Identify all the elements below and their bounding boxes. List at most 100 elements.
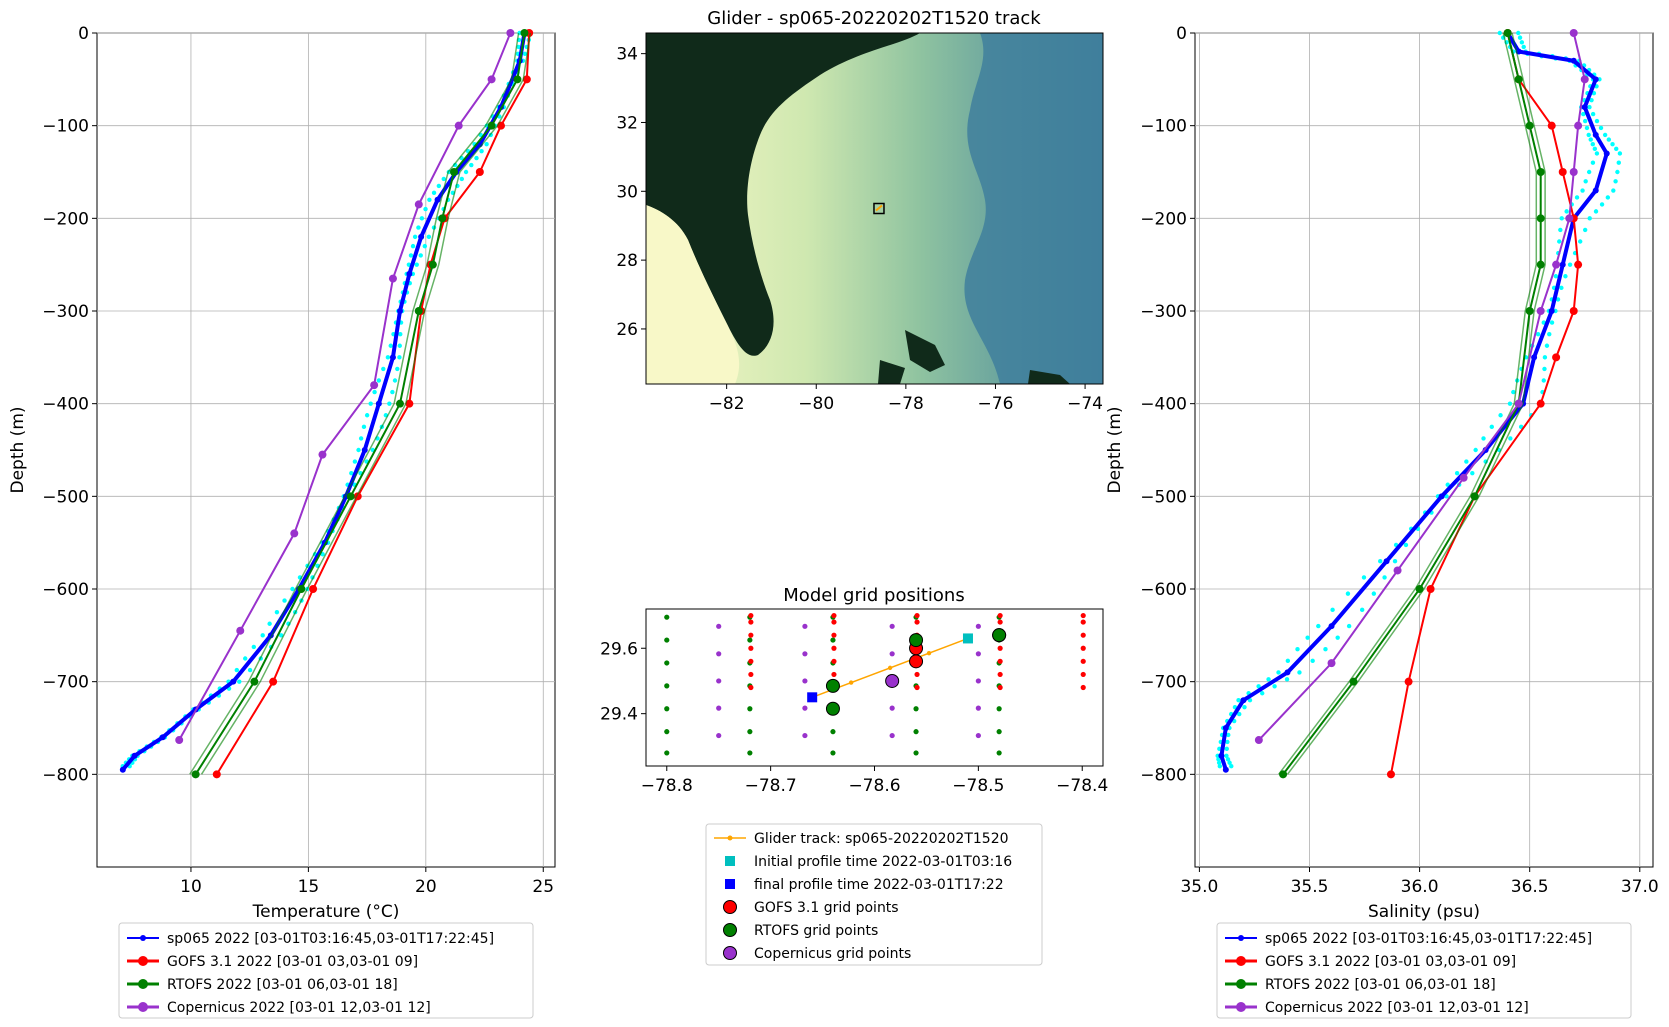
raw-profile-point xyxy=(418,253,423,258)
raw-profile-point xyxy=(1521,44,1526,50)
series-marker xyxy=(297,585,306,593)
raw-profile-point xyxy=(1586,132,1591,138)
y-tick-label: −100 xyxy=(1140,117,1187,137)
raw-profile-point xyxy=(1237,711,1242,717)
raw-profile-point xyxy=(1285,658,1291,664)
raw-profile-point xyxy=(1382,575,1387,580)
x-tick-label: −78.4 xyxy=(1056,776,1108,796)
rtofs-companion-line xyxy=(200,32,532,775)
salinity-profile-plot: 35.0 35.5 36.0 36.5 37.0 0 −100 −200 −300 −400 −50… xyxy=(1105,24,1659,922)
glider-track-map: Glider - sp065-20220202T1520 track −82 −8… xyxy=(616,8,1104,414)
raw-profile-point xyxy=(1574,195,1580,200)
x-tick-label: −78 xyxy=(888,394,924,414)
raw-profile-point xyxy=(484,142,489,147)
series-marker xyxy=(1404,677,1413,686)
series-marker xyxy=(1386,770,1395,779)
series-marker xyxy=(212,770,221,779)
y-tick-label: −800 xyxy=(1140,765,1187,785)
raw-profile-point xyxy=(1266,677,1271,682)
raw-profile-point xyxy=(390,389,395,395)
series-marker xyxy=(396,308,403,314)
raw-profile-point xyxy=(422,243,428,249)
raw-profile-point xyxy=(364,413,370,418)
series-marker xyxy=(191,770,200,779)
y-tick-label: 0 xyxy=(1176,24,1187,44)
series-marker xyxy=(487,75,496,84)
series-marker xyxy=(1393,566,1402,575)
series-marker xyxy=(406,270,413,277)
series-marker xyxy=(434,196,441,203)
raw-profile-point xyxy=(1361,575,1367,580)
raw-profile-point xyxy=(408,253,414,258)
legend-marker xyxy=(723,900,737,914)
raw-profile-point xyxy=(1229,764,1234,769)
gofs-grid-point xyxy=(748,671,754,678)
rtofs-grid-point xyxy=(830,750,836,756)
series-marker xyxy=(1580,75,1589,84)
copernicus-grid-point xyxy=(975,732,981,739)
series-marker xyxy=(522,75,531,84)
glider-track-point xyxy=(926,650,932,656)
x-tick-label: 25 xyxy=(532,877,554,897)
raw-profile-point xyxy=(1489,424,1494,430)
raw-profile-point xyxy=(1403,542,1409,548)
raw-profile-point xyxy=(1316,623,1321,629)
y-tick-label: −500 xyxy=(42,487,89,507)
copernicus-grid-point xyxy=(889,705,895,711)
temperature-legend: sp065 2022 [03-01T03:16:45,03-01T17:22:4… xyxy=(118,922,534,1019)
gofs-grid-point xyxy=(997,671,1003,678)
y-tick-label: 29.6 xyxy=(600,639,638,659)
raw-profile-point xyxy=(1564,209,1569,214)
map-bahamas-island xyxy=(878,360,905,384)
raw-profile-point xyxy=(237,679,242,684)
raw-profile-point xyxy=(426,234,432,240)
series-marker xyxy=(1459,473,1468,482)
raw-profile-point xyxy=(1346,623,1352,629)
rtofs-grid-point xyxy=(913,729,919,735)
x-tick-label: −78.7 xyxy=(745,776,797,796)
raw-profile-point xyxy=(1516,30,1521,36)
rtofs-grid-point xyxy=(664,637,670,643)
raw-profile-point xyxy=(1305,635,1310,640)
y-tick-label: −400 xyxy=(42,395,89,415)
raw-profile-point xyxy=(1582,118,1588,124)
legend-marker xyxy=(1236,1002,1246,1012)
raw-profile-point xyxy=(243,656,248,661)
legend-marker xyxy=(138,956,148,966)
gofs-grid-point xyxy=(914,619,920,625)
copernicus-grid-point xyxy=(802,623,808,629)
salinity-tick-labels: 35.0 35.5 36.0 36.5 37.0 0 −100 −200 −300 −400 −50… xyxy=(1140,24,1658,897)
legend-label: Copernicus 2022 [03-01 12,03-01 12] xyxy=(1265,1000,1529,1016)
raw-profile-point xyxy=(1555,297,1561,302)
series-marker xyxy=(1284,669,1291,676)
series-marker xyxy=(513,75,522,84)
temperature-ylabel: Depth (m) xyxy=(8,406,28,493)
legend-label: Initial profile time 2022-03-01T03:16 xyxy=(754,854,1012,870)
series-marker xyxy=(1254,736,1263,745)
temperature-profile-plot: 10 15 20 25 0 −100 −200 −300 −400 −500 −600 −700 −80… xyxy=(8,24,556,922)
raw-profile-point xyxy=(260,633,265,638)
copernicus-grid-point xyxy=(975,623,981,629)
x-tick-label: −82 xyxy=(709,394,745,414)
raw-profile-point xyxy=(290,586,295,592)
raw-profile-point xyxy=(1590,142,1595,147)
raw-profile-point xyxy=(398,331,403,337)
y-tick-label: 0 xyxy=(78,24,89,44)
raw-profile-point xyxy=(358,436,364,441)
raw-profile-point xyxy=(395,366,400,372)
rtofs-companion-line xyxy=(1286,32,1546,775)
temperature-gridlines xyxy=(97,32,555,867)
series-marker xyxy=(1222,725,1229,731)
raw-profile-point xyxy=(1588,137,1593,142)
glider-track-point xyxy=(848,680,854,685)
legend-label: GOFS 3.1 2022 [03-01 03,03-01 09] xyxy=(167,954,418,970)
initial-profile-marker xyxy=(962,633,973,644)
raw-profile-point xyxy=(1587,104,1592,110)
raw-profile-point xyxy=(361,424,367,430)
glider-position-box xyxy=(873,202,885,215)
raw-profile-point xyxy=(381,366,386,372)
series-marker xyxy=(1536,399,1545,408)
series-marker xyxy=(395,399,404,408)
raw-profile-point xyxy=(1605,195,1611,200)
raw-profile-point xyxy=(1547,331,1552,337)
